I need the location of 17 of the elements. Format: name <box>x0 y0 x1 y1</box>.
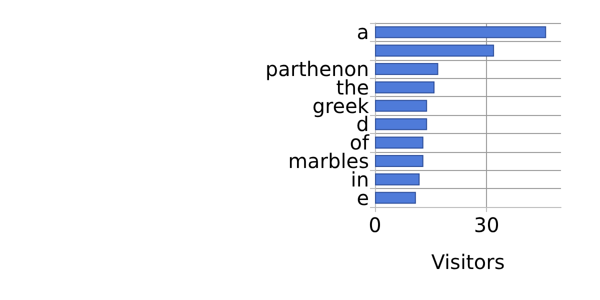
bar <box>375 63 438 75</box>
y-tick-label: a <box>356 20 369 44</box>
bar <box>375 44 494 57</box>
x-tick-label: 30 <box>474 213 500 237</box>
x-axis-title: Visitors <box>431 250 505 274</box>
bar <box>375 155 424 167</box>
x-tick-label: 0 <box>368 213 382 237</box>
y-tick-label: greek <box>312 94 370 118</box>
bar <box>375 100 428 112</box>
bar <box>375 81 435 94</box>
bar <box>375 136 424 149</box>
bar <box>375 192 416 204</box>
bar <box>375 26 546 38</box>
bar <box>375 118 428 130</box>
y-tick-label: parthenon <box>265 57 369 81</box>
bar <box>375 173 420 186</box>
y-tick-label: of <box>350 130 370 155</box>
